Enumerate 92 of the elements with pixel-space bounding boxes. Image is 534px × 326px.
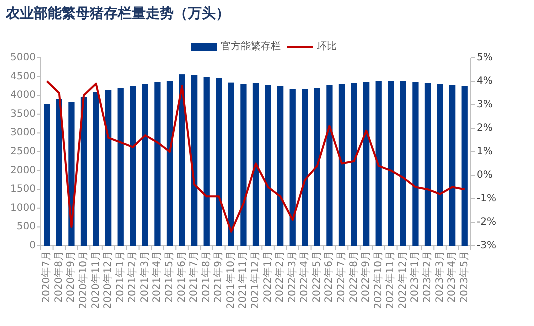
y-tick-label: 0 xyxy=(30,240,36,252)
y2-tick-label: 4% xyxy=(477,76,493,87)
x-tick-label: 2021年3月 xyxy=(138,251,151,303)
x-tick-label: 2021年5月 xyxy=(164,251,176,303)
x-tick-label: 2020年7月 xyxy=(40,251,53,303)
legend-label: 官方能繁存栏 xyxy=(221,40,281,52)
y-tick-label: 5000 xyxy=(10,52,36,64)
bar xyxy=(338,84,346,246)
x-tick-label: 2020年10月 xyxy=(78,251,90,310)
x-tick-label: 2021年10月 xyxy=(224,251,237,310)
bar xyxy=(142,84,148,246)
bar xyxy=(450,85,456,246)
y2-tick-label: 2% xyxy=(477,123,493,134)
bar xyxy=(400,81,406,246)
y-tick-label: 2000 xyxy=(10,165,36,176)
x-tick-label: 2021年11月 xyxy=(237,251,250,310)
y-tick-label: 1500 xyxy=(10,184,36,196)
x-tick-label: 2021年1月 xyxy=(114,251,126,303)
y-tick-label: 2500 xyxy=(10,146,36,158)
bar xyxy=(388,81,394,246)
y2-tick-label: -2% xyxy=(477,217,496,228)
y2-tick-label: 5% xyxy=(477,52,493,64)
bar xyxy=(364,82,370,246)
bar xyxy=(179,74,186,246)
bar xyxy=(166,81,174,246)
y2-tick-label: -3% xyxy=(477,240,496,252)
bar xyxy=(80,97,88,246)
legend-label: 环比 xyxy=(317,40,337,52)
x-tick-label: 2022年5月 xyxy=(310,251,323,303)
x-tick-label: 2020年8月 xyxy=(52,251,65,303)
bar xyxy=(130,86,136,246)
x-tick-label: 2020年11月 xyxy=(90,251,102,310)
bar xyxy=(351,83,358,246)
x-tick-label: 2020年9月 xyxy=(65,251,78,303)
x-tick-label: 2021年8月 xyxy=(200,251,212,303)
y-tick-label: 4000 xyxy=(10,90,36,102)
y-tick-label: 1000 xyxy=(10,202,36,214)
bar xyxy=(424,83,432,246)
y-tick-label: 3500 xyxy=(10,108,36,120)
x-tick-label: 2022年7月 xyxy=(336,251,348,303)
x-tick-label: 2022年3月 xyxy=(286,251,298,303)
bar xyxy=(204,77,210,246)
x-tick-label: 2022年1月 xyxy=(262,251,274,303)
bar xyxy=(56,99,62,246)
bar xyxy=(44,104,50,246)
x-tick-label: 2021年4月 xyxy=(151,251,164,303)
x-tick-label: 2022年6月 xyxy=(323,251,336,303)
x-tick-label: 2023年3月 xyxy=(434,251,446,303)
x-tick-label: 2021年7月 xyxy=(188,251,200,303)
bar xyxy=(106,90,112,246)
bar xyxy=(192,75,198,246)
bar xyxy=(314,88,320,246)
y2-tick-label: 1% xyxy=(477,146,493,158)
x-tick-label: 2022年9月 xyxy=(360,251,372,303)
bar xyxy=(290,89,296,246)
x-tick-label: 2022年10月 xyxy=(372,251,384,310)
y-tick-label: 3000 xyxy=(10,128,36,139)
bar xyxy=(216,78,222,246)
x-tick-label: 2023年4月 xyxy=(446,251,458,303)
x-tick-label: 2023年5月 xyxy=(458,251,470,303)
chart-title: 农业部能繁母猪存栏量走势（万头） xyxy=(5,5,230,22)
bar xyxy=(302,89,308,246)
x-tick-label: 2020年12月 xyxy=(102,251,114,310)
bar xyxy=(265,85,272,246)
y-tick-label: 500 xyxy=(16,222,36,233)
y2-tick-label: -1% xyxy=(477,194,496,204)
x-tick-label: 2021年2月 xyxy=(126,251,139,303)
y2-tick-label: 3% xyxy=(477,100,493,110)
x-tick-label: 2023年2月 xyxy=(422,251,434,303)
y2-tick-label: 0% xyxy=(477,170,493,181)
bar xyxy=(278,86,284,246)
x-tick-label: 2022年2月 xyxy=(274,251,286,303)
bar xyxy=(376,81,382,246)
x-tick-label: 2021年6月 xyxy=(176,251,188,303)
bar xyxy=(228,82,234,246)
bar xyxy=(154,82,161,246)
bar xyxy=(412,82,419,246)
x-tick-label: 2022年4月 xyxy=(298,251,311,303)
x-tick-label: 2022年12月 xyxy=(396,251,409,310)
y-tick-label: 4500 xyxy=(10,71,36,82)
x-tick-label: 2023年1月 xyxy=(409,251,422,303)
x-tick-label: 2021年9月 xyxy=(212,251,225,303)
x-tick-label: 2022年11月 xyxy=(384,251,397,310)
bar xyxy=(437,84,444,246)
bar xyxy=(240,84,247,246)
bar xyxy=(326,85,333,246)
x-tick-label: 2021年12月 xyxy=(250,251,262,310)
bar xyxy=(252,83,260,246)
bar xyxy=(462,86,468,246)
bar xyxy=(93,92,100,246)
x-tick-label: 2022年8月 xyxy=(348,251,360,303)
bar xyxy=(118,88,124,246)
